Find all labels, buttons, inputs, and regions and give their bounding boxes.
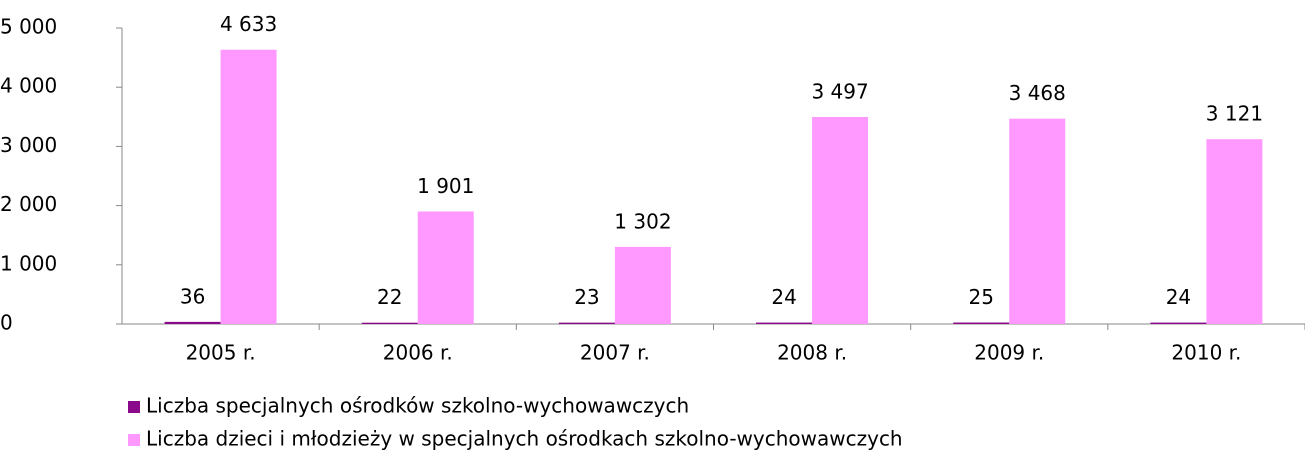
bar <box>1009 118 1066 324</box>
bar <box>417 211 474 324</box>
x-tick-label: 2009 r. <box>974 341 1044 365</box>
y-tick-label: 1 000 <box>0 251 57 275</box>
legend-label: Liczba dzieci i młodzieży w specjalnych … <box>146 427 903 451</box>
data-label: 4 633 <box>220 12 277 36</box>
bar <box>953 322 1010 324</box>
bar <box>558 322 615 324</box>
x-tick-label: 2010 r. <box>1171 341 1241 365</box>
data-label: 22 <box>377 285 402 309</box>
y-tick-label: 4 000 <box>0 74 57 98</box>
bar <box>1206 139 1263 324</box>
data-label: 1 901 <box>417 174 474 198</box>
data-label: 25 <box>969 285 994 309</box>
x-tick-label: 2008 r. <box>777 341 847 365</box>
data-label: 24 <box>1166 285 1191 309</box>
y-tick-label: 3 000 <box>0 133 57 157</box>
bar <box>812 116 869 324</box>
x-tick-label: 2006 r. <box>383 341 453 365</box>
legend-label: Liczba specjalnych ośrodków szkolno-wych… <box>146 394 689 418</box>
bar <box>614 246 671 324</box>
legend-swatch <box>128 401 140 413</box>
bar <box>164 321 221 324</box>
bar <box>1150 322 1207 324</box>
bar <box>756 322 813 324</box>
y-tick-label: 0 <box>0 311 13 335</box>
data-label: 3 121 <box>1206 102 1263 126</box>
data-label: 24 <box>771 285 796 309</box>
bar <box>361 322 418 324</box>
data-label: 23 <box>574 285 599 309</box>
data-label: 3 497 <box>811 79 868 103</box>
x-tick-label: 2007 r. <box>580 341 650 365</box>
y-tick-label: 5 000 <box>0 15 57 39</box>
bar <box>220 49 277 324</box>
x-tick-label: 2005 r. <box>186 341 256 365</box>
legend-swatch <box>128 434 140 446</box>
data-label: 1 302 <box>614 209 671 233</box>
data-label: 36 <box>180 284 205 308</box>
y-tick-label: 2 000 <box>0 192 57 216</box>
data-label: 3 468 <box>1009 81 1066 105</box>
